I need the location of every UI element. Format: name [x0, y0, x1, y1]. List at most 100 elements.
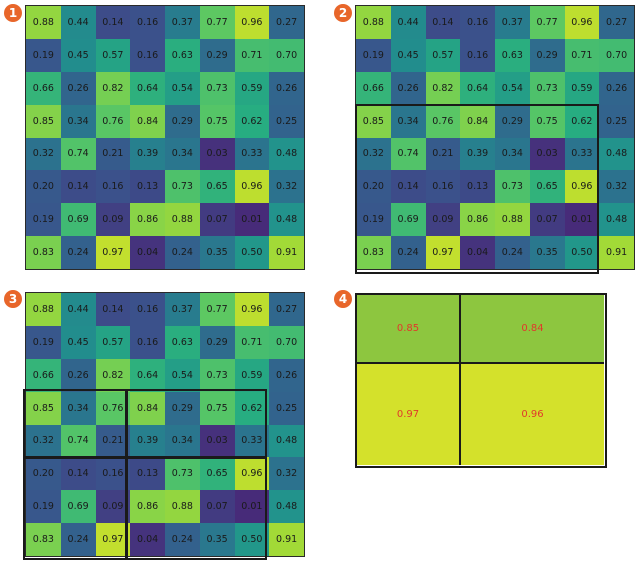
matrix-cell: 0.01 — [234, 203, 270, 237]
matrix-cell: 0.39 — [460, 137, 495, 171]
matrix-cell: 0.64 — [130, 358, 165, 392]
matrix-cell: 0.16 — [95, 457, 131, 491]
matrix-cell: 0.26 — [269, 358, 304, 392]
matrix-cell: 0.86 — [460, 203, 495, 237]
matrix-cell: 0.21 — [95, 137, 131, 171]
matrix-cell: 0.16 — [130, 325, 165, 359]
matrix-cell: 0.16 — [130, 293, 165, 326]
matrix-cell: 0.73 — [495, 170, 530, 204]
matrix-cell: 0.13 — [460, 170, 495, 204]
matrix-cell: 0.65 — [199, 170, 235, 204]
matrix-cell: 0.62 — [564, 104, 600, 138]
matrix-cell: 0.73 — [199, 358, 235, 392]
matrix-cell: 0.24 — [60, 523, 96, 556]
matrix-cell: 0.29 — [199, 325, 235, 359]
matrix-cell: 0.54 — [165, 71, 200, 105]
matrix-cell: 0.70 — [269, 38, 304, 72]
pooled-output-grid: 0.85 0.84 0.97 0.96 — [355, 293, 607, 468]
step-marker-2: 2 — [334, 4, 352, 22]
step-marker-4: 4 — [334, 290, 352, 308]
matrix-cell: 0.62 — [234, 104, 270, 138]
pooled-value: 0.84 — [521, 323, 544, 334]
matrix-cell: 0.44 — [390, 6, 426, 39]
matrix-cell: 0.54 — [165, 358, 200, 392]
matrix-cell: 0.26 — [390, 71, 426, 105]
matrix-cell: 0.27 — [599, 6, 634, 39]
matrix-cell: 0.48 — [269, 137, 304, 171]
matrix-cell: 0.27 — [269, 6, 304, 39]
matrix-cell: 0.16 — [460, 6, 495, 39]
matrix-cell: 0.39 — [130, 424, 165, 458]
matrix-cell: 0.13 — [130, 457, 165, 491]
pooled-value: 0.96 — [521, 409, 544, 420]
matrix-cell: 0.66 — [26, 71, 61, 105]
matrix-cell: 0.07 — [199, 490, 235, 524]
matrix-cell: 0.74 — [390, 137, 426, 171]
matrix-cell: 0.20 — [356, 170, 391, 204]
matrix-cell: 0.07 — [199, 203, 235, 237]
matrix-cell: 0.84 — [130, 104, 165, 138]
matrix-cell: 0.14 — [390, 170, 426, 204]
matrix-cell: 0.69 — [60, 203, 96, 237]
matrix-cell: 0.91 — [599, 236, 634, 269]
step-marker-1: 1 — [4, 4, 22, 22]
matrix-cell: 0.48 — [269, 424, 304, 458]
pooled-cell: 0.96 — [461, 364, 604, 465]
matrix-cell: 0.04 — [130, 236, 165, 269]
matrix-cell: 0.85 — [26, 104, 61, 138]
matrix-cell: 0.59 — [564, 71, 600, 105]
matrix-cell: 0.70 — [269, 325, 304, 359]
matrix-cell: 0.91 — [269, 523, 304, 556]
matrix-cell: 0.32 — [269, 170, 304, 204]
matrix-cell: 0.25 — [269, 104, 304, 138]
matrix-cell: 0.14 — [60, 457, 96, 491]
matrix-cell: 0.64 — [130, 71, 165, 105]
matrix-cell: 0.57 — [95, 325, 131, 359]
matrix-cell: 0.65 — [199, 457, 235, 491]
matrix-cell: 0.48 — [599, 203, 634, 237]
matrix-cell: 0.63 — [495, 38, 530, 72]
input-matrix-grid: 0.88 0.44 0.14 0.16 0.37 0.77 0.96 0.27 0.19 0.45… — [25, 292, 305, 557]
matrix-cell: 0.13 — [130, 170, 165, 204]
matrix-cell: 0.76 — [95, 104, 131, 138]
matrix-cell: 0.03 — [529, 137, 565, 171]
matrix-cell: 0.34 — [60, 104, 96, 138]
matrix-cell: 0.62 — [234, 391, 270, 425]
pooled-cell: 0.85 — [357, 295, 461, 364]
matrix-cell: 0.24 — [165, 236, 200, 269]
pooled-cell: 0.84 — [461, 295, 604, 364]
matrix-cell: 0.64 — [460, 71, 495, 105]
matrix-cell: 0.50 — [234, 523, 270, 556]
matrix-cell: 0.14 — [425, 6, 461, 39]
matrix-cell: 0.32 — [269, 457, 304, 491]
matrix-cell: 0.71 — [234, 38, 270, 72]
matrix-cell: 0.19 — [26, 38, 61, 72]
matrix-cell: 0.32 — [356, 137, 391, 171]
matrix-cell: 0.29 — [495, 104, 530, 138]
matrix-cell: 0.57 — [95, 38, 131, 72]
matrix-cell: 0.71 — [234, 325, 270, 359]
pooled-value: 0.85 — [396, 323, 420, 334]
matrix-cell: 0.09 — [95, 490, 131, 524]
matrix-cell: 0.14 — [60, 170, 96, 204]
matrix-cell: 0.75 — [199, 104, 235, 138]
matrix-cell: 0.33 — [564, 137, 600, 171]
matrix-cell: 0.34 — [60, 391, 96, 425]
matrix-cell: 0.88 — [26, 293, 61, 326]
matrix-cell: 0.69 — [390, 203, 426, 237]
matrix-cell: 0.63 — [165, 38, 200, 72]
matrix-cell: 0.37 — [495, 6, 530, 39]
matrix-cell: 0.27 — [269, 293, 304, 326]
step-marker-3: 3 — [4, 290, 22, 308]
matrix-cell: 0.65 — [529, 170, 565, 204]
matrix-cell: 0.88 — [165, 203, 200, 237]
matrix-cell: 0.32 — [26, 424, 61, 458]
pooled-cell: 0.97 — [357, 364, 461, 465]
matrix-cell: 0.96 — [234, 170, 270, 204]
matrix-cell: 0.83 — [26, 236, 61, 269]
matrix-cell: 0.84 — [460, 104, 495, 138]
matrix-cell: 0.34 — [390, 104, 426, 138]
matrix-cell: 0.50 — [564, 236, 600, 269]
matrix-cell: 0.04 — [130, 523, 165, 556]
matrix-cell: 0.24 — [495, 236, 530, 269]
